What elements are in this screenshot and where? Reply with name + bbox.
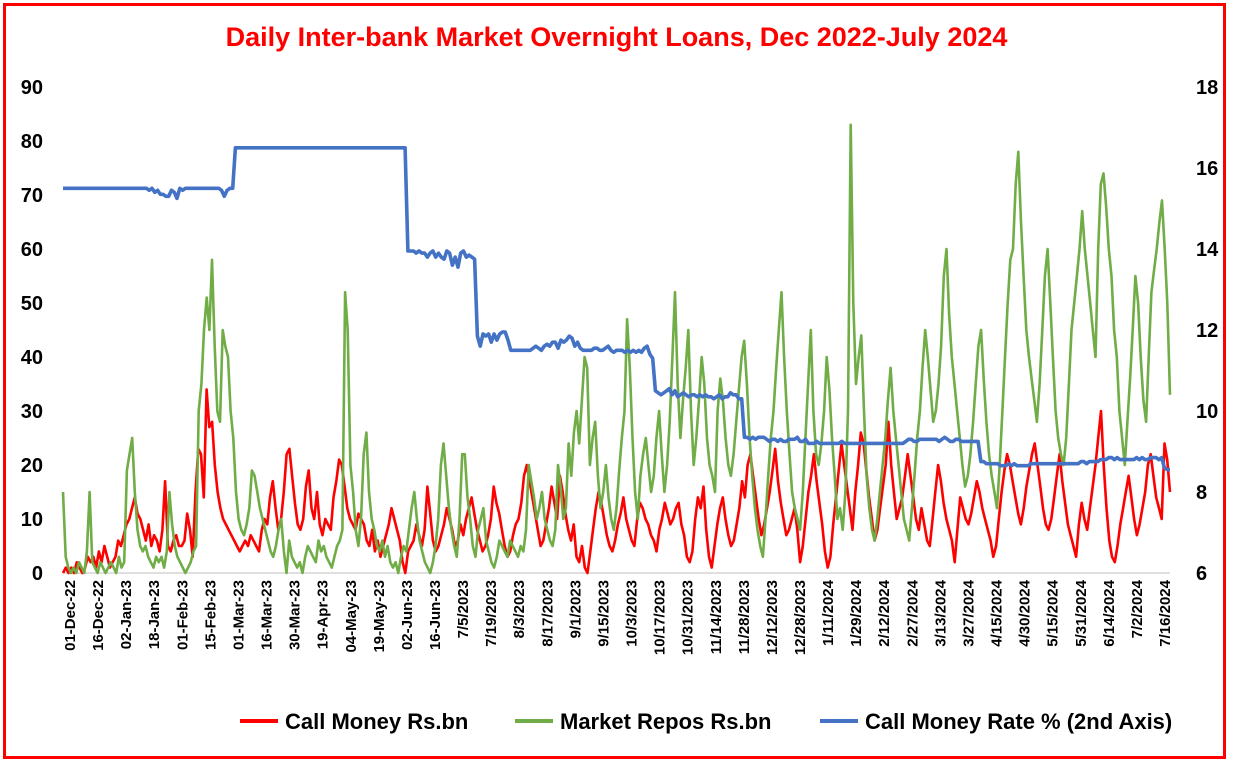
y-left-tick-label: 60: [21, 239, 43, 261]
x-tick-label: 12/12/2023: [764, 580, 781, 655]
x-tick-label: 3/27/2024: [960, 579, 977, 646]
y-right-tick-label: 18: [1196, 77, 1218, 99]
y-right-tick-label: 8: [1196, 482, 1207, 504]
x-tick-label: 2/27/2024: [904, 579, 921, 646]
x-tick-label: 10/17/2023: [652, 580, 669, 655]
x-tick-label: 9/15/2023: [595, 580, 612, 647]
y-right-tick-label: 12: [1196, 320, 1218, 342]
legend-label-call-money-rate: Call Money Rate % (2nd Axis): [865, 709, 1172, 734]
y-left-tick-label: 70: [21, 185, 43, 207]
chart-border: [3, 3, 1226, 759]
x-tick-label: 7/19/2023: [483, 580, 500, 647]
series-call-money-rate-line: [63, 146, 1170, 472]
x-axis: 01-Dec-22 16-Dec-22 02-Jan-23 18-Jan-23 01-F…: [62, 579, 1174, 655]
x-tick-label: 8/3/2023: [511, 580, 528, 638]
x-tick-label: 04-May-23: [343, 580, 360, 653]
x-tick-label: 16-Dec-22: [90, 580, 107, 651]
x-tick-label: 02-Jan-23: [118, 580, 135, 649]
x-tick-label: 01-Mar-23: [230, 580, 247, 650]
x-tick-label: 1/29/2024: [848, 579, 865, 646]
chart-title: Daily Inter-bank Market Overnight Loans,…: [225, 22, 1008, 52]
x-tick-label: 12/28/2023: [792, 580, 809, 655]
series-call-money-line: [61, 388, 1172, 575]
x-tick-label: 16-Mar-23: [259, 580, 276, 650]
x-tick-label: 3/13/2024: [932, 579, 949, 646]
x-tick-label: 7/5/2023: [455, 580, 472, 638]
x-tick-label: 01-Dec-22: [62, 580, 79, 651]
series-market-repos-line: [61, 123, 1172, 575]
x-tick-label: 10/31/2023: [680, 580, 697, 655]
y-left-tick-label: 20: [21, 455, 43, 477]
x-tick-label: 1/11/2024: [820, 579, 837, 646]
x-tick-label: 7/2/2024: [1129, 579, 1146, 638]
y-left-tick-label: 30: [21, 401, 43, 423]
legend: Call Money Rs.bn Market Repos Rs.bn Call…: [240, 709, 1172, 734]
y-right-tick-label: 6: [1196, 563, 1207, 585]
legend-label-call-money: Call Money Rs.bn: [285, 709, 468, 734]
x-tick-label: 16-Jun-23: [427, 580, 444, 650]
y-left-tick-label: 40: [21, 347, 43, 369]
y-axis-right: 6 8 10 12 14 16 18: [1196, 77, 1219, 585]
y-right-tick-label: 10: [1196, 401, 1218, 423]
y-right-tick-label: 16: [1196, 158, 1218, 180]
x-tick-label: 10/3/2023: [624, 580, 641, 647]
plot-area: [61, 123, 1172, 575]
y-axis-left: 0 10 20 30 40 50 60 70 80 90: [21, 77, 43, 585]
x-tick-label: 4/15/2024: [989, 579, 1006, 646]
legend-label-market-repos: Market Repos Rs.bn: [560, 709, 772, 734]
x-tick-label: 02-Jun-23: [399, 580, 416, 650]
x-tick-label: 19-Apr-23: [315, 580, 332, 649]
y-left-tick-label: 80: [21, 131, 43, 153]
y-left-tick-label: 50: [21, 293, 43, 315]
x-tick-label: 7/16/2024: [1157, 579, 1174, 646]
x-tick-label: 5/31/2024: [1073, 579, 1090, 646]
y-left-tick-label: 10: [21, 509, 43, 531]
x-tick-label: 18-Jan-23: [146, 580, 163, 649]
y-right-tick-label: 14: [1196, 239, 1219, 261]
legend-item-market-repos: Market Repos Rs.bn: [515, 709, 772, 734]
x-tick-label: 15-Feb-23: [202, 580, 219, 650]
x-tick-label: 5/15/2024: [1045, 579, 1062, 646]
x-tick-label: 11/28/2023: [736, 580, 753, 654]
y-left-tick-label: 90: [21, 77, 43, 99]
x-tick-label: 9/1/2023: [567, 580, 584, 638]
y-left-tick-label: 0: [32, 563, 43, 585]
legend-item-call-money-rate: Call Money Rate % (2nd Axis): [820, 709, 1172, 734]
x-tick-label: 11/14/2023: [708, 580, 725, 654]
x-tick-label: 4/30/2024: [1017, 579, 1034, 646]
x-tick-label: 2/12/2024: [876, 579, 893, 646]
x-tick-label: 8/17/2023: [539, 580, 556, 647]
legend-item-call-money: Call Money Rs.bn: [240, 709, 468, 734]
x-tick-label: 19-May-23: [371, 580, 388, 653]
x-tick-label: 30-Mar-23: [287, 580, 304, 650]
x-tick-label: 6/14/2024: [1101, 579, 1118, 646]
x-tick-label: 01-Feb-23: [174, 580, 191, 650]
